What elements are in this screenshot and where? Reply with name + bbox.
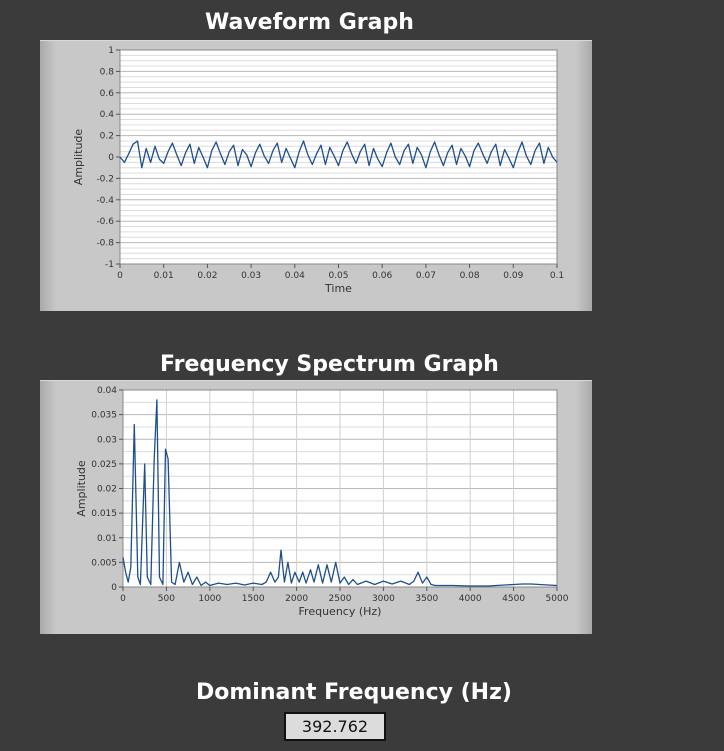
spectrum-graph-title: Frequency Spectrum Graph (160, 352, 499, 377)
y-tick-label: -0.4 (96, 196, 114, 206)
x-tick-label: 0.04 (285, 271, 305, 281)
x-tick-label: 1000 (198, 594, 221, 604)
y-tick-label: -0.2 (96, 174, 114, 184)
dominant-frequency-label: Dominant Frequency (Hz) (196, 680, 512, 705)
waveform-graph-panel[interactable]: 1 0.8 0.6 0.4 0.2 0 -0.2 -0.4 -0.6 -0.8 -1 0 0.01 0.0… (40, 40, 592, 311)
x-tick-label: 0.09 (503, 271, 523, 281)
x-tick-label: 2000 (285, 594, 308, 604)
y-tick-label: 0.2 (100, 132, 114, 142)
y-tick-label: 0.01 (97, 534, 117, 544)
y-tick-label: 0.005 (91, 558, 117, 568)
y-tick-label: 0.8 (100, 67, 115, 77)
x-axis-label: Frequency (Hz) (299, 605, 382, 618)
x-tick-label: 4000 (459, 594, 482, 604)
x-tick-label: 2500 (329, 594, 352, 604)
series-line (119, 140, 558, 169)
x-tick-label: 0.05 (328, 271, 348, 281)
y-tick-label: 0 (111, 583, 117, 593)
y-tick-label: -0.8 (96, 239, 114, 249)
y-tick-label: 0.04 (97, 386, 117, 396)
y-tick-label: 0.4 (100, 110, 115, 120)
y-axis-label: Amplitude (72, 129, 85, 186)
x-tick-label: 0 (120, 594, 126, 604)
y-axis-label: Amplitude (75, 460, 88, 517)
x-tick-label: 500 (158, 594, 175, 604)
x-tick-label: 3000 (372, 594, 395, 604)
waveform-graph: 10.80.60.40.20-0.2-0.4-0.6-0.8-10 0.01 0.0… (72, 46, 564, 295)
y-tick-label: 0.02 (97, 485, 117, 495)
x-tick-label: 0.01 (154, 271, 174, 281)
x-tick-label: 0.03 (241, 271, 261, 281)
x-tick-label: 0.07 (416, 271, 436, 281)
y-tick-label: 0.03 (97, 435, 117, 445)
y-tick-label: 0.025 (91, 460, 117, 470)
x-tick-label: 1500 (242, 594, 265, 604)
x-tick-label: 5000 (546, 594, 569, 604)
y-tick-label: 0.6 (100, 89, 115, 99)
x-tick-label: 0.08 (460, 271, 480, 281)
spectrum-graph-panel[interactable]: 0.04 0.035 0.03 0.025 0.02 0.015 0.01 0.005 0 0 50… (40, 380, 592, 634)
x-tick-label: 3500 (415, 594, 438, 604)
x-tick-label: 0.02 (197, 271, 217, 281)
x-tick-label: 0.1 (550, 271, 564, 281)
x-tick-label: 4500 (502, 594, 525, 604)
y-tick-label: 0.015 (91, 509, 117, 519)
dominant-frequency-readout: 392.762 (284, 712, 386, 741)
spectrum-graph: 0.04 0.035 0.03 0.025 0.02 0.015 0.01 0.005 00 50… (75, 386, 569, 618)
y-tick-label: 0 (108, 153, 114, 163)
y-tick-label: -1 (105, 260, 114, 270)
y-tick-label: -0.6 (96, 217, 114, 227)
series-line (122, 399, 558, 587)
y-tick-label: 0.035 (91, 411, 117, 421)
x-tick-label: 0.06 (372, 271, 392, 281)
x-tick-label: 0 (117, 271, 123, 281)
x-axis-label: Time (324, 282, 352, 295)
waveform-graph-title: Waveform Graph (205, 10, 414, 35)
y-tick-label: 1 (108, 46, 114, 56)
